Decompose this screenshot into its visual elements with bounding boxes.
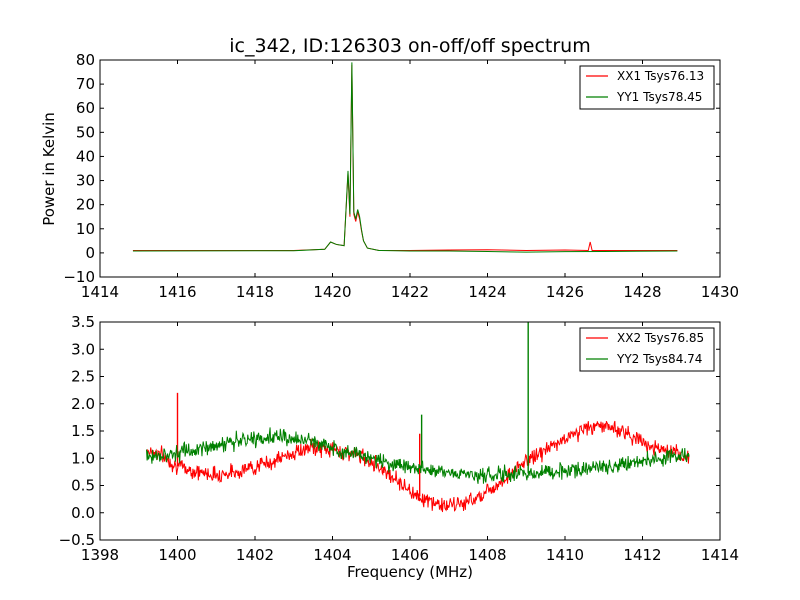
- bottom-x-axis-label: Frequency (MHz): [347, 563, 473, 581]
- x-tick-label: 1414: [701, 546, 739, 564]
- top-legend-label-xx1: XX1 Tsys76.13: [617, 69, 704, 83]
- top-plot-area: [132, 62, 678, 253]
- x-tick-label: 1428: [623, 283, 661, 301]
- x-tick-label: 1408: [468, 546, 506, 564]
- x-tick-label: 1420: [313, 283, 351, 301]
- bottom-legend: XX2 Tsys76.85 YY2 Tsys84.74: [579, 327, 715, 372]
- x-tick-label: 1414: [81, 283, 119, 301]
- x-tick-label: 1406: [391, 546, 429, 564]
- y-tick-label: −10: [63, 268, 95, 286]
- x-tick-label: 1416: [158, 283, 196, 301]
- top-panel: ic_342, ID:126303 on-off/off spectrum Po…: [40, 35, 739, 301]
- bottom-panel: Frequency (MHz) 1398 1400 1402 1404 1406 1408…: [59, 313, 740, 581]
- y-tick-label: 1.0: [71, 449, 95, 467]
- y-tick-label: −0.5: [59, 531, 95, 549]
- y-tick-label: 20: [76, 196, 95, 214]
- y-tick-label: 2.0: [71, 395, 95, 413]
- x-tick-label: 1402: [236, 546, 274, 564]
- bottom-plot-area: [146, 322, 690, 513]
- x-tick-label: 1412: [623, 546, 661, 564]
- y-tick-label: 70: [76, 75, 95, 93]
- series-line-0-1: [132, 62, 678, 253]
- top-axis-ticks: 1414 1416 1418 1420 1422 1424 1426 1428 1430 −10 0…: [63, 51, 739, 301]
- x-tick-label: 1400: [158, 546, 196, 564]
- series-line-1-0: [146, 420, 690, 513]
- x-tick-label: 1418: [236, 283, 274, 301]
- y-tick-label: 10: [76, 220, 95, 238]
- x-tick-label: 1404: [313, 546, 351, 564]
- top-y-axis-label: Power in Kelvin: [40, 112, 58, 226]
- y-tick-label: 30: [76, 172, 95, 190]
- bottom-legend-box: [579, 327, 715, 372]
- y-tick-label: 40: [76, 147, 95, 165]
- y-tick-label: 2.5: [71, 368, 95, 386]
- top-legend-box: [579, 65, 715, 110]
- x-tick-label: 1424: [468, 283, 506, 301]
- y-tick-label: 0: [85, 244, 95, 262]
- x-tick-label: 1410: [546, 546, 584, 564]
- top-legend: XX1 Tsys76.13 YY1 Tsys78.45: [579, 65, 715, 110]
- x-tick-label: 1430: [701, 283, 739, 301]
- top-legend-label-yy1: YY1 Tsys78.45: [616, 90, 702, 104]
- top-chart-title: ic_342, ID:126303 on-off/off spectrum: [229, 35, 590, 57]
- x-tick-label: 1398: [81, 546, 119, 564]
- y-tick-label: 3.5: [71, 313, 95, 331]
- y-tick-label: 0.5: [71, 477, 95, 495]
- y-tick-label: 3.0: [71, 340, 95, 358]
- bottom-axes-frame: [99, 321, 721, 541]
- y-tick-label: 50: [76, 123, 95, 141]
- x-tick-label: 1422: [391, 283, 429, 301]
- y-tick-label: 80: [76, 51, 95, 69]
- y-tick-label: 1.5: [71, 422, 95, 440]
- top-axes-frame: [99, 59, 721, 278]
- bottom-legend-label-yy2: YY2 Tsys84.74: [616, 352, 702, 366]
- y-tick-label: 0.0: [71, 504, 95, 522]
- bottom-legend-label-xx2: XX2 Tsys76.85: [617, 331, 704, 345]
- bottom-axis-ticks: 1398 1400 1402 1404 1406 1408 1410 1412 1414 −0.5…: [59, 313, 740, 564]
- y-tick-label: 60: [76, 99, 95, 117]
- x-tick-label: 1426: [546, 283, 584, 301]
- series-line-1-1: [146, 427, 690, 484]
